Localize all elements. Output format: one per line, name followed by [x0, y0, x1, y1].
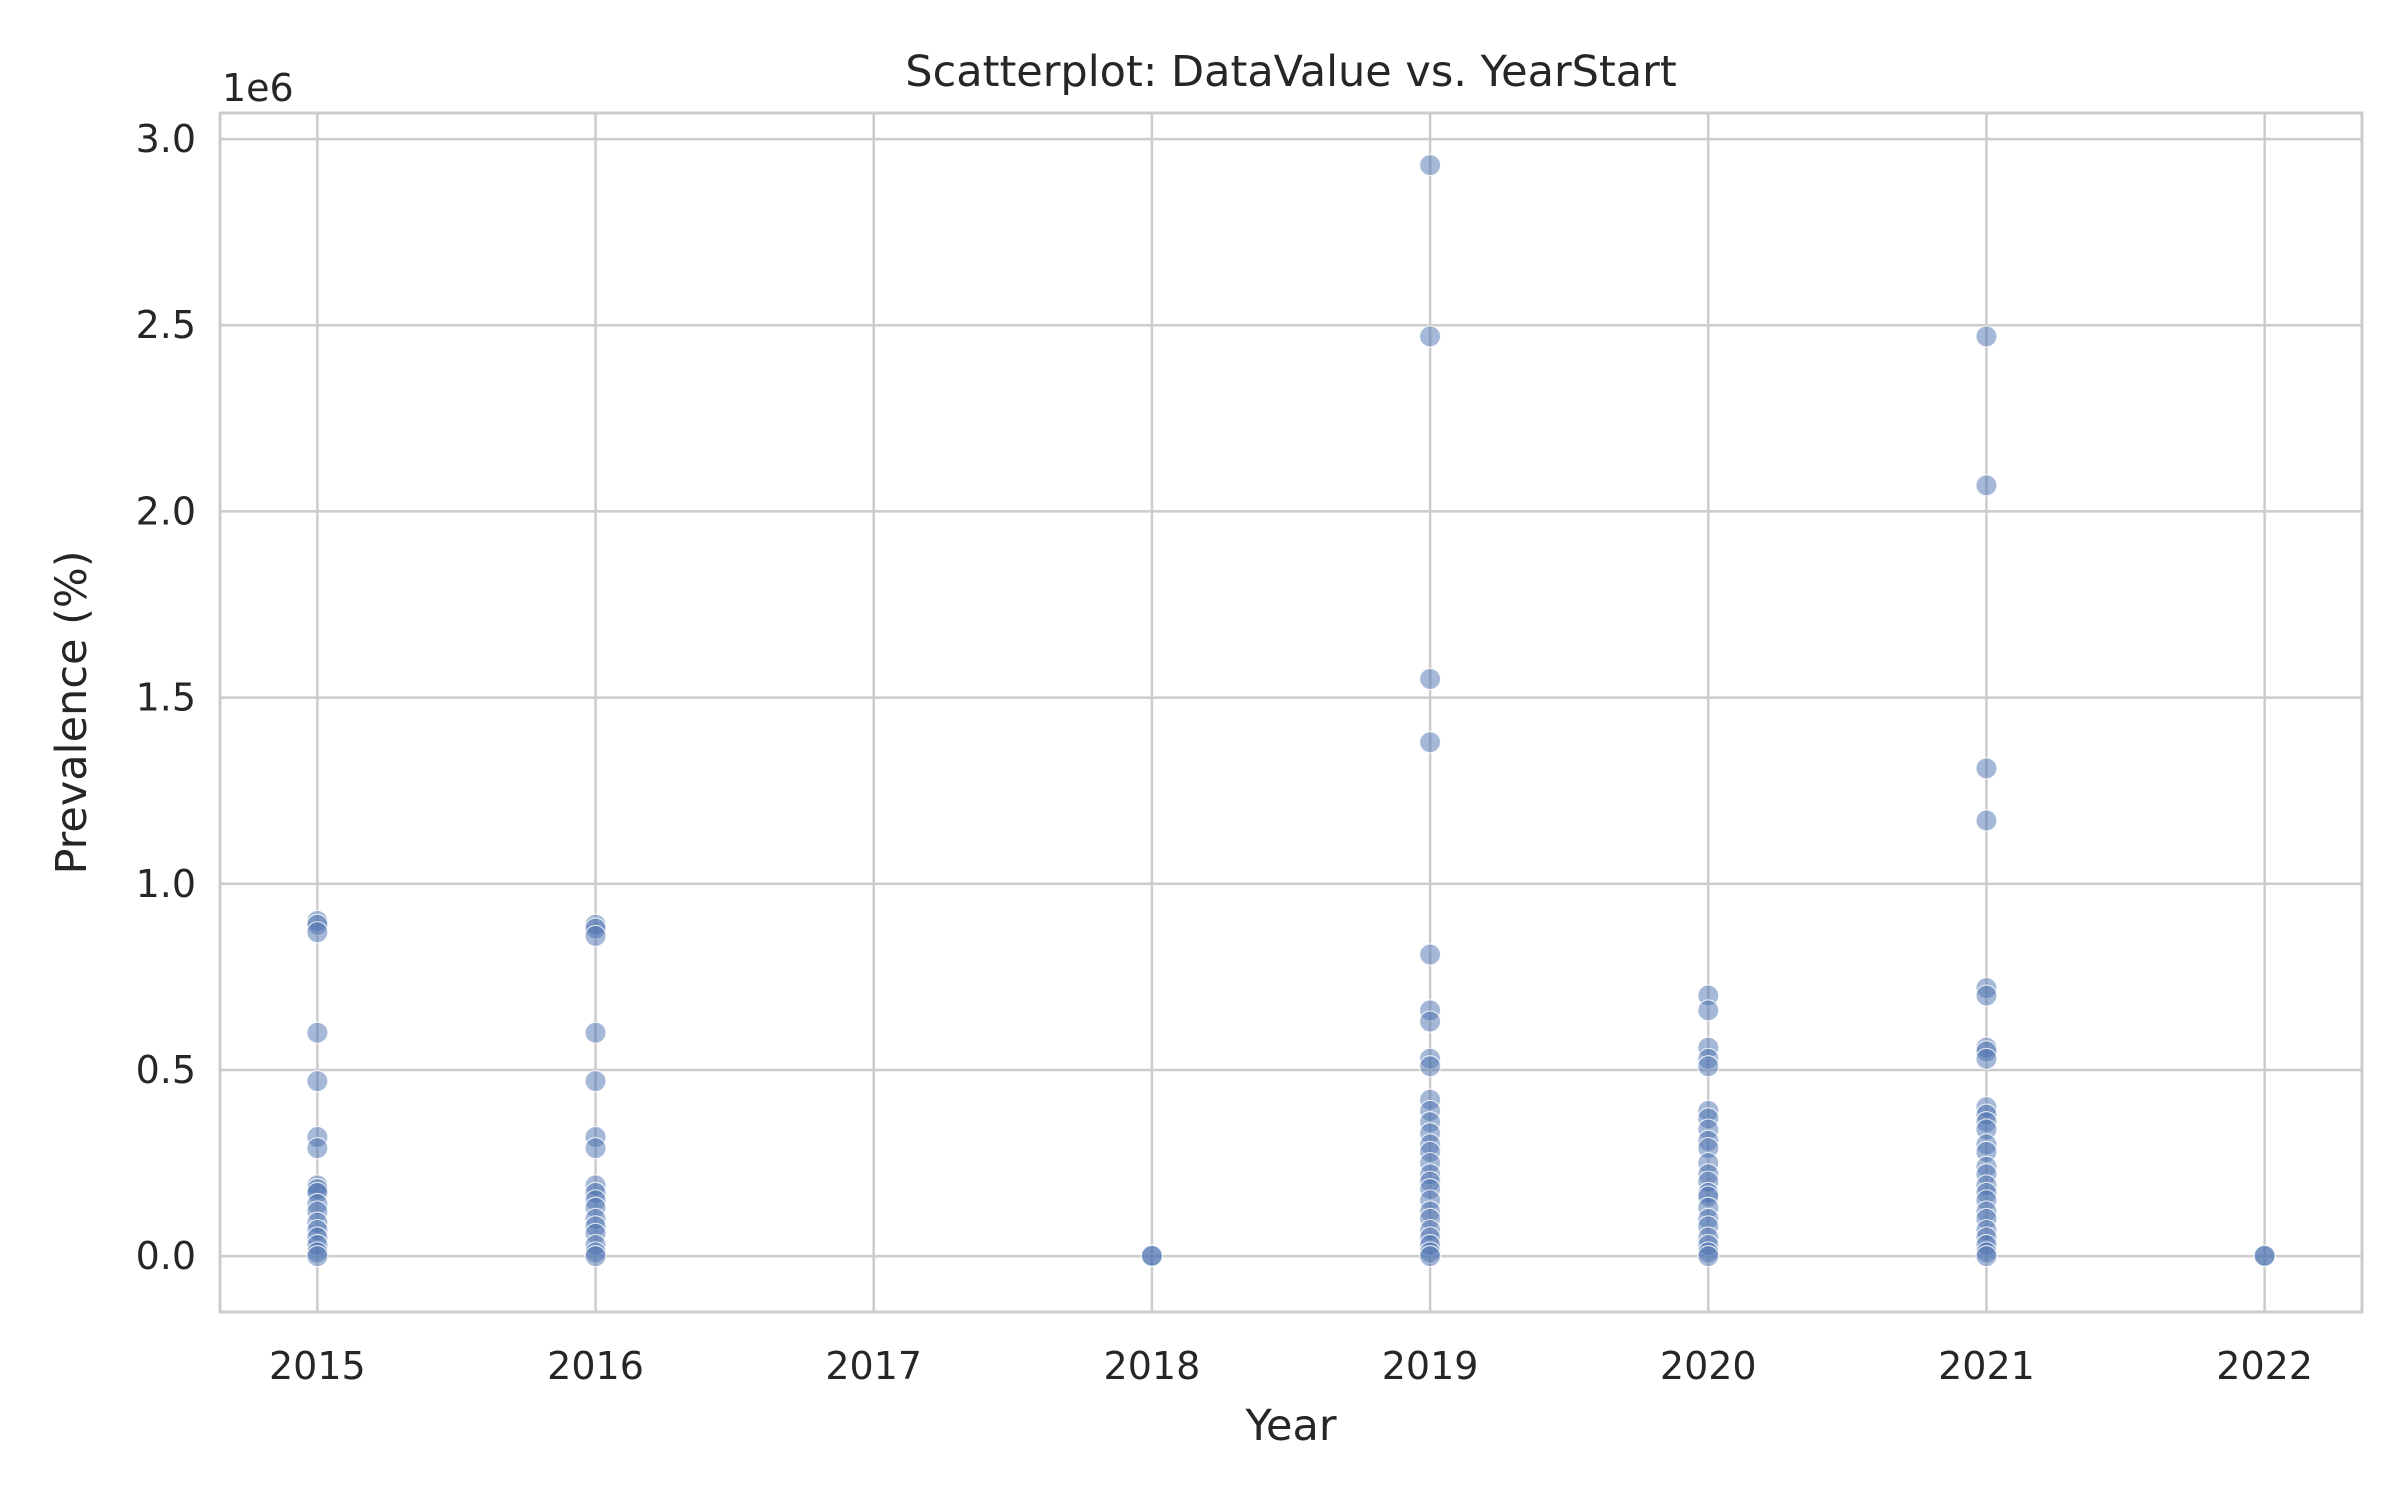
x-tick-label: 2017: [825, 1344, 922, 1388]
scatter-point: [306, 1245, 329, 1268]
y-tick-label: 1.5: [136, 676, 196, 720]
grid-lines: [220, 113, 2362, 1312]
scatter-point: [306, 1021, 329, 1044]
x-tick-label: 2021: [1938, 1344, 2035, 1388]
scatter-point: [306, 1137, 329, 1160]
scatter-point: [1975, 474, 1998, 497]
scatter-point: [584, 1245, 607, 1268]
scatter-point: [1418, 1055, 1442, 1078]
scatter-point: [1418, 667, 1442, 691]
scatter-point: [584, 1070, 607, 1093]
x-tick-label: 2022: [2216, 1344, 2313, 1388]
y-tick-label: 0.5: [136, 1048, 196, 1092]
chart-title: Scatterplot: DataValue vs. YearStart: [905, 47, 1676, 97]
scatter-point: [1418, 731, 1442, 754]
y-tick-label: 0.0: [136, 1234, 196, 1278]
y-axis-offset-label: 1e6: [222, 66, 294, 110]
x-tick-label: 2019: [1382, 1344, 1479, 1388]
scatter-point: [584, 1021, 607, 1044]
scatter-point: [1418, 1245, 1442, 1268]
y-tick-label: 2.5: [136, 303, 196, 347]
scatter-point: [1975, 325, 1998, 348]
scatter-point: [1975, 1047, 1998, 1070]
data-points: [306, 154, 2276, 1268]
tick-labels: 2015 2016 2017 2018 2019 2020 2021 2022 0.0 0.5 1.…: [136, 117, 2313, 1388]
scatter-point: [1140, 1244, 1164, 1267]
scatter-point: [1418, 1010, 1442, 1033]
scatter-point: [1975, 809, 1998, 832]
scatter-point: [1697, 1055, 1720, 1078]
scatter-point: [584, 924, 607, 948]
x-tick-label: 2016: [547, 1344, 644, 1388]
y-axis-title: Prevalence (%): [47, 551, 97, 875]
y-tick-label: 3.0: [136, 117, 196, 161]
scatter-point: [1418, 154, 1442, 177]
scatter-point: [2253, 1244, 2276, 1267]
x-tick-label: 2020: [1660, 1344, 1757, 1388]
scatter-point: [1697, 999, 1720, 1022]
scatter-point: [306, 921, 329, 944]
x-tick-label: 2018: [1104, 1344, 1201, 1388]
x-tick-label: 2015: [269, 1344, 366, 1388]
scatter-point: [1975, 1245, 1998, 1268]
scatter-point: [306, 1070, 329, 1093]
scatter-point: [1418, 325, 1442, 348]
scatter-point: [1697, 1245, 1720, 1268]
y-tick-label: 1.0: [136, 862, 196, 906]
scatter-point: [1975, 984, 1998, 1007]
scatter-point: [1975, 757, 1998, 780]
y-tick-label: 2.0: [136, 489, 196, 533]
x-axis-title: Year: [1244, 1401, 1336, 1451]
scatter-point: [584, 1137, 607, 1160]
plot-frame: [218, 111, 2364, 1314]
scatter-point: [1418, 943, 1442, 966]
